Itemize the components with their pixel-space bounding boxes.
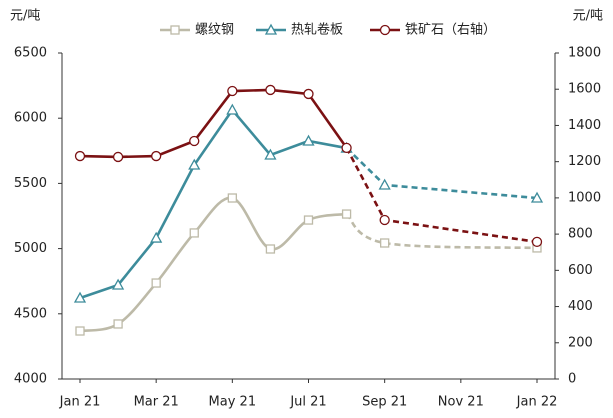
y2-tick-label: 1000: [568, 190, 601, 205]
y2-axis-label: 元/吨: [573, 9, 603, 24]
data-point: [265, 244, 276, 254]
y2-tick-label: 400: [568, 299, 593, 314]
y-tick-label: 6500: [14, 46, 47, 61]
data-point: [151, 150, 162, 162]
x-tick-label: Jan 21: [59, 395, 101, 410]
data-point: [341, 209, 352, 219]
x-tick-label: Mar 21: [134, 395, 179, 410]
y2-tick-label: 1800: [568, 46, 601, 61]
data-point: [303, 88, 314, 100]
series-line: [345, 147, 538, 200]
x-tick-label: Jan 22: [516, 395, 558, 410]
y-tick-label: 5500: [14, 176, 47, 191]
data-point: [188, 158, 201, 170]
data-point: [189, 135, 200, 147]
legend-label: 热轧卷板: [291, 22, 343, 38]
data-point: [302, 134, 315, 146]
legend-label: 螺纹钢: [195, 23, 234, 38]
y2-tick-label: 1200: [568, 154, 601, 169]
data-point: [189, 228, 199, 238]
y2-tick-label: 200: [568, 335, 593, 350]
data-point: [265, 84, 276, 96]
data-point: [73, 291, 87, 303]
data-point: [75, 326, 85, 336]
y2-tick-label: 0: [568, 372, 576, 387]
y2-tick-label: 800: [568, 227, 593, 242]
y-tick-label: 6000: [14, 111, 47, 126]
data-point: [341, 142, 352, 154]
data-point: [112, 151, 124, 163]
legend-label: 铁矿石（右轴）: [405, 23, 496, 38]
data-point: [530, 191, 544, 203]
data-point: [303, 215, 314, 225]
data-point: [74, 150, 86, 162]
data-point: [151, 278, 161, 288]
x-tick-label: Nov 21: [438, 395, 484, 410]
y-tick-label: 4500: [14, 306, 47, 321]
y2-tick-label: 1600: [568, 82, 601, 97]
data-point: [379, 214, 390, 226]
series-line: [79, 107, 347, 300]
data-point: [113, 319, 123, 329]
y2-tick-label: 1400: [568, 118, 601, 133]
series-line: [345, 147, 538, 244]
data-point: [380, 238, 390, 248]
x-tick-label: Jul 21: [289, 395, 326, 410]
data-point: [111, 278, 125, 290]
legend-marker: [264, 23, 278, 35]
y2-tick-label: 600: [568, 263, 593, 278]
data-point: [378, 178, 391, 190]
legend-marker: [170, 25, 180, 35]
series-line: [345, 213, 538, 250]
y-tick-label: 4000: [14, 372, 47, 387]
legend-marker: [379, 24, 391, 36]
x-tick-label: May 21: [209, 395, 257, 410]
data-point: [150, 231, 163, 243]
data-point: [227, 193, 237, 203]
y-axis-label: 元/吨: [10, 9, 40, 24]
data-point: [531, 236, 543, 248]
data-point: [226, 103, 239, 115]
data-point: [264, 148, 277, 160]
series-line: [79, 88, 348, 159]
x-tick-label: Sep 21: [362, 395, 407, 410]
data-point: [227, 85, 238, 97]
y-tick-label: 5000: [14, 241, 47, 256]
